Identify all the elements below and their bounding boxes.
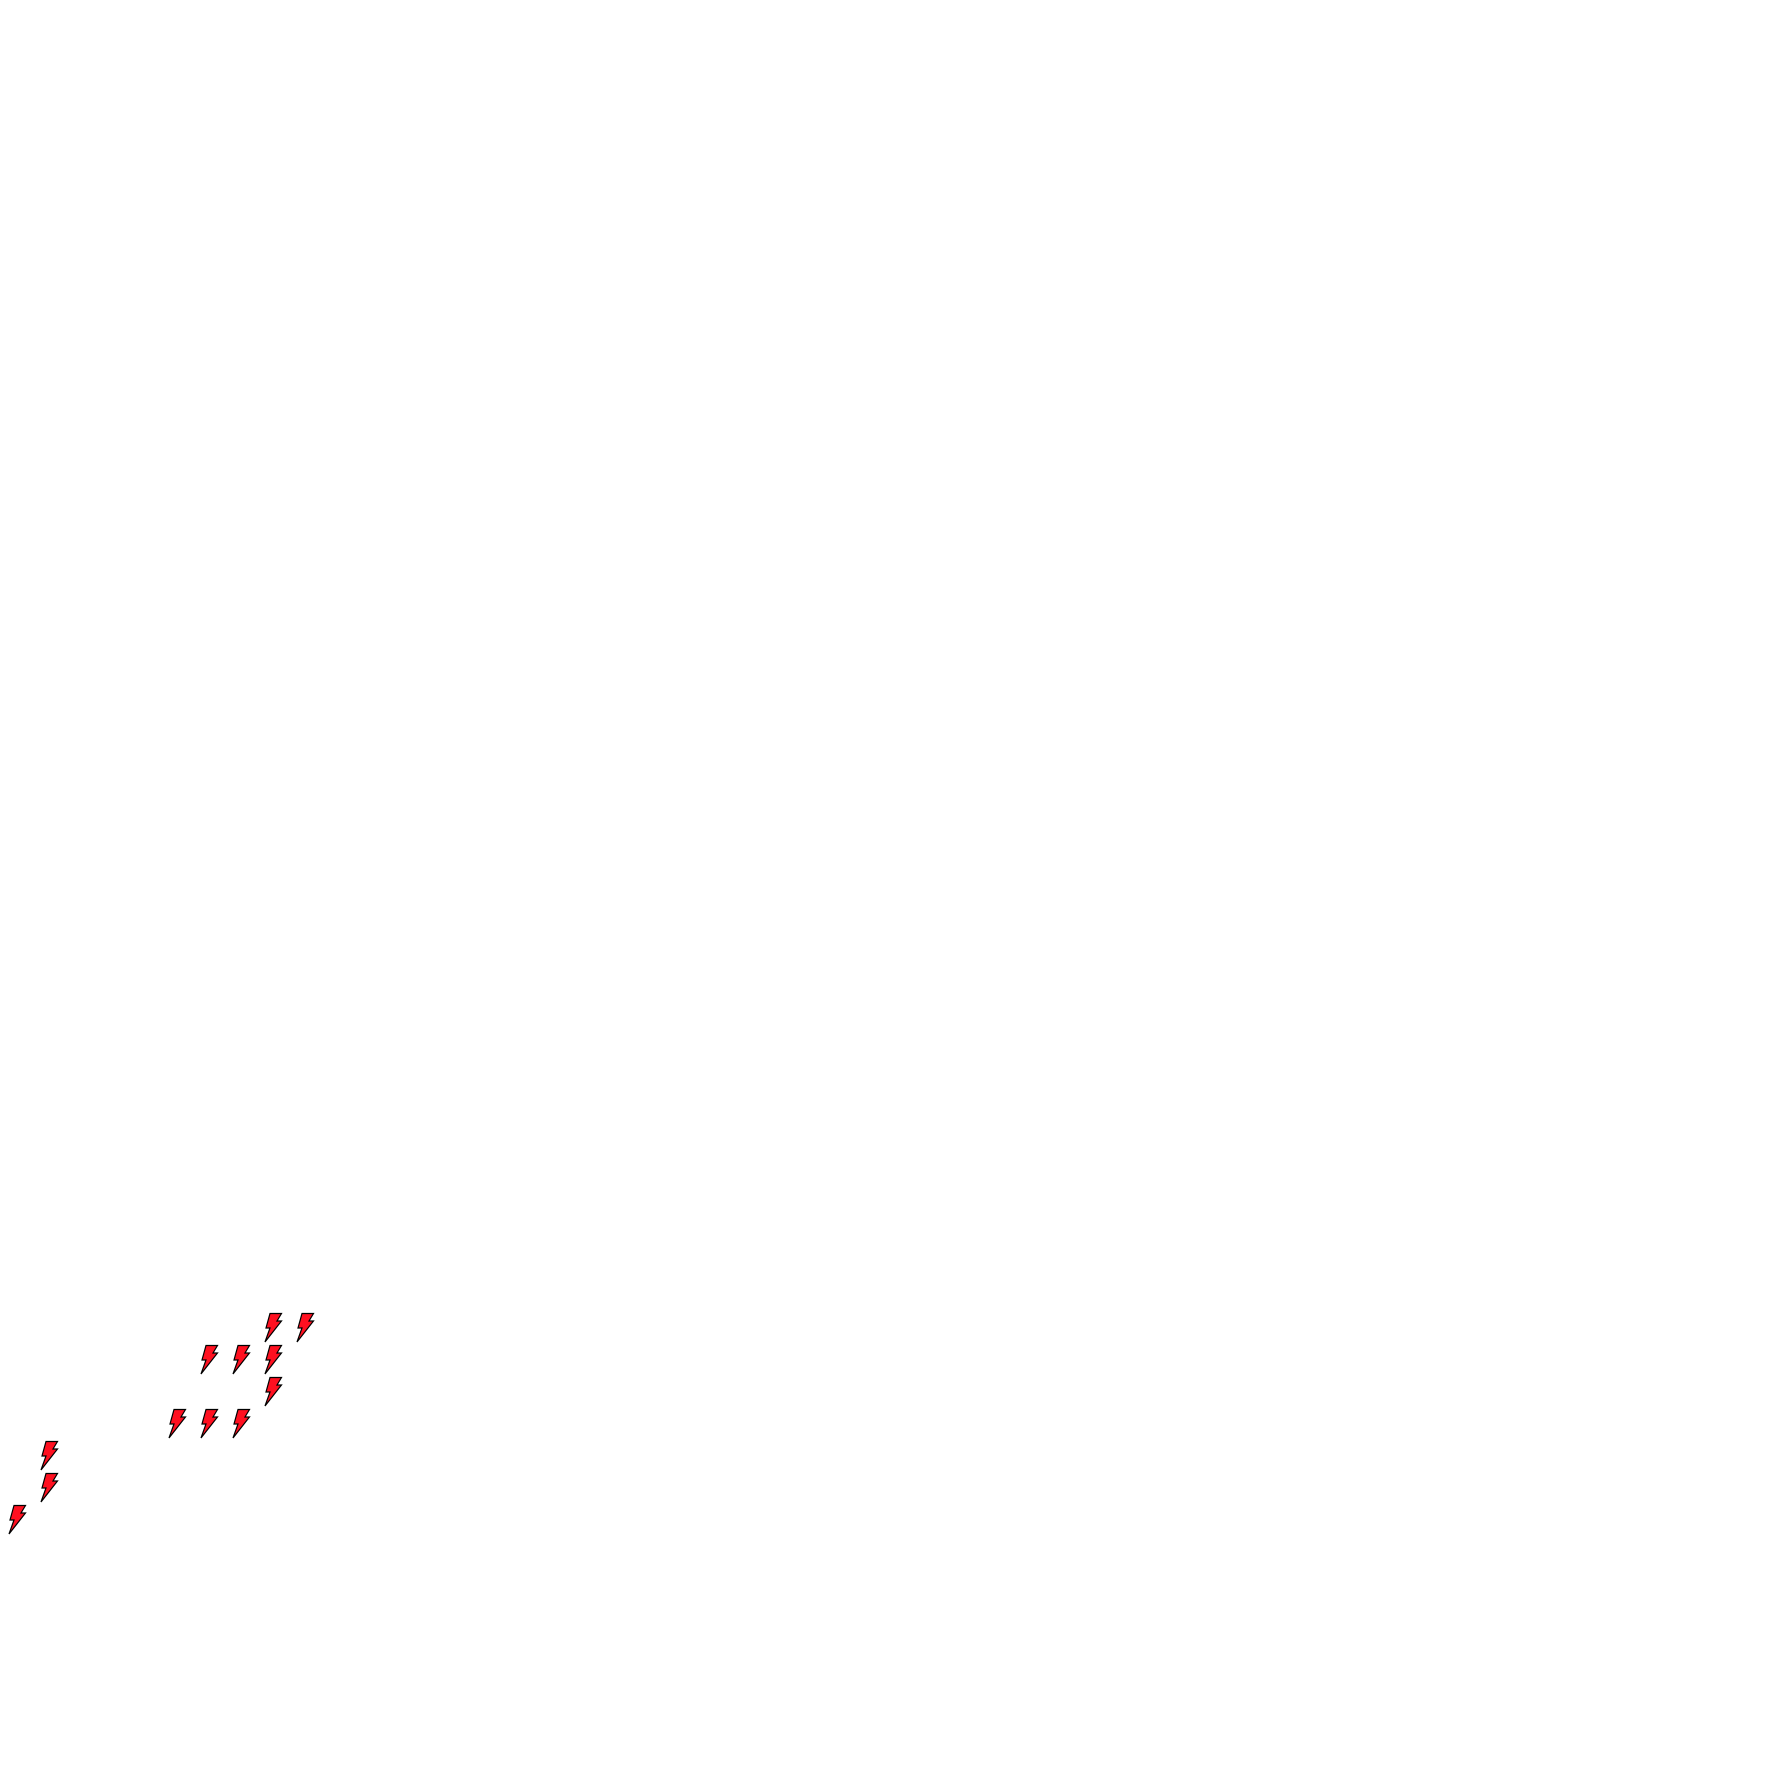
lightning-bolt-icon bbox=[200, 1408, 219, 1439]
lightning-bolt-icon bbox=[8, 1504, 27, 1535]
lightning-bolt-icon bbox=[40, 1472, 59, 1503]
lightning-bolt-icon bbox=[296, 1312, 315, 1343]
lightning-bolt-icon bbox=[232, 1408, 251, 1439]
lightning-bolt-icon bbox=[264, 1344, 283, 1375]
lightning-bolt-icon bbox=[264, 1376, 283, 1407]
lightning-bolt-icon bbox=[200, 1344, 219, 1375]
lightning-bolt-icon bbox=[168, 1408, 187, 1439]
lightning-bolt-icon bbox=[40, 1440, 59, 1471]
lightning-bolt-icon bbox=[264, 1312, 283, 1343]
lightning-bolt-icon bbox=[232, 1344, 251, 1375]
